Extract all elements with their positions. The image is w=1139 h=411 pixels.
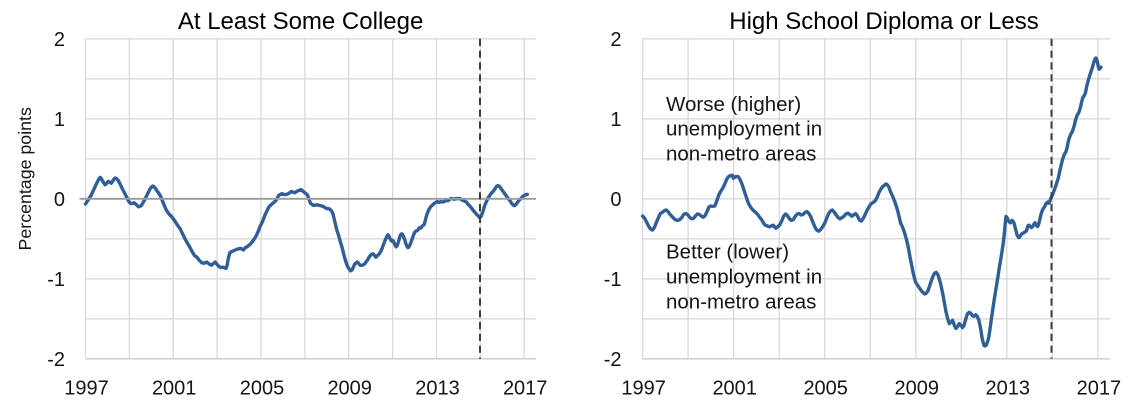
svg-text:High School Diploma or Less: High School Diploma or Less: [729, 8, 1038, 35]
svg-text:-2: -2: [47, 349, 65, 371]
svg-text:2013: 2013: [415, 377, 460, 399]
svg-text:2013: 2013: [986, 377, 1031, 399]
svg-text:1997: 1997: [621, 377, 666, 399]
svg-text:non-metro areas: non-metro areas: [666, 143, 816, 166]
svg-text:non-metro areas: non-metro areas: [666, 290, 816, 313]
svg-text:-1: -1: [604, 269, 622, 291]
svg-text:Percentage points: Percentage points: [15, 107, 35, 250]
svg-text:1997: 1997: [64, 377, 109, 399]
svg-text:2: 2: [610, 29, 621, 51]
svg-text:0: 0: [54, 189, 65, 211]
svg-text:2017: 2017: [503, 377, 548, 399]
svg-text:At Least Some College: At Least Some College: [178, 8, 423, 35]
svg-text:-1: -1: [47, 269, 65, 291]
svg-text:1: 1: [610, 109, 621, 131]
svg-text:2005: 2005: [240, 377, 285, 399]
svg-text:2001: 2001: [152, 377, 197, 399]
svg-text:2001: 2001: [712, 377, 757, 399]
svg-text:2009: 2009: [895, 377, 940, 399]
svg-text:1: 1: [54, 109, 65, 131]
svg-text:2: 2: [54, 29, 65, 51]
svg-text:0: 0: [610, 189, 621, 211]
svg-text:-2: -2: [604, 349, 622, 371]
svg-text:2005: 2005: [803, 377, 848, 399]
svg-text:2009: 2009: [327, 377, 372, 399]
svg-text:Worse (higher): Worse (higher): [666, 93, 801, 116]
svg-text:unemployment in: unemployment in: [666, 266, 822, 289]
svg-text:Better (lower): Better (lower): [666, 241, 789, 264]
svg-text:unemployment in: unemployment in: [666, 118, 822, 141]
svg-text:2017: 2017: [1077, 377, 1122, 399]
